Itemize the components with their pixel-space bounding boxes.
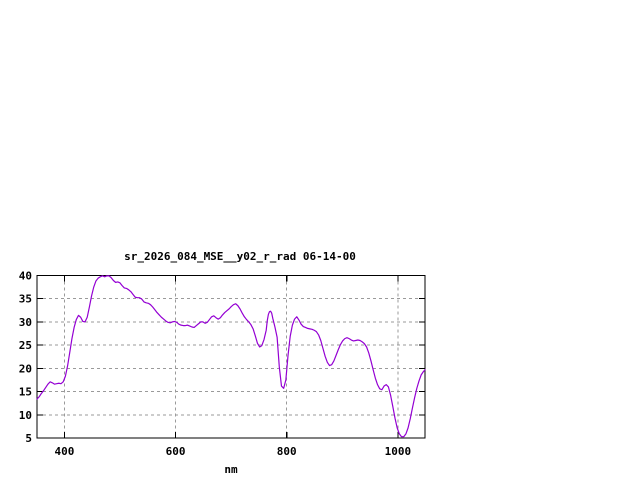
y-tick-label: 35	[19, 293, 32, 306]
x-tick-marks	[63, 275, 399, 439]
x-tick-label: 400	[54, 445, 74, 458]
chart-title: sr_2026_084_MSE__y02_r_rad 06-14-00	[124, 250, 356, 263]
spectrum-plot: 40 35 30 25 20 15 10 5 400 600 800 1000 …	[19, 269, 426, 476]
x-gridlines	[63, 275, 399, 439]
x-tick-label: 800	[277, 445, 297, 458]
x-axis-title: nm	[224, 463, 238, 476]
plot-frame	[36, 274, 426, 439]
x-tick-label: 600	[166, 445, 186, 458]
x-tick-labels: 400 600 800 1000	[54, 445, 411, 458]
y-tick-labels: 40 35 30 25 20 15 10 5	[19, 269, 32, 445]
y-tick-label: 30	[19, 316, 32, 329]
y-tick-label: 5	[25, 432, 32, 445]
y-tick-label: 25	[19, 339, 32, 352]
y-tick-label: 20	[19, 362, 32, 375]
x-tick-label: 1000	[385, 445, 412, 458]
y-tick-marks	[37, 298, 425, 416]
y-gridlines	[37, 298, 425, 416]
spectrum-line	[36, 275, 426, 438]
y-tick-label: 10	[19, 409, 32, 422]
y-tick-label: 40	[19, 269, 32, 282]
y-tick-label: 15	[19, 386, 32, 399]
